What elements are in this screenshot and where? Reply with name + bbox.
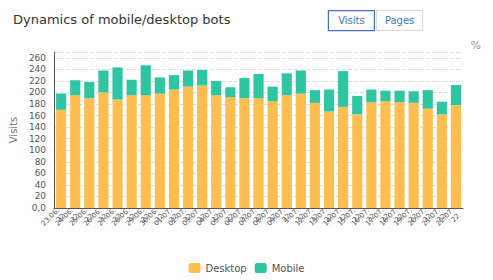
svg-text:120: 120 [29,134,46,144]
svg-text:24.06.: 24.06. [53,206,76,228]
svg-text:240: 240 [29,64,46,74]
svg-text:20.07.: 20.07. [406,206,428,228]
svg-text:23.06.: 23.06. [39,206,62,228]
svg-text:60: 60 [35,168,47,178]
svg-text:14.07.: 14.07. [321,206,344,228]
svg-text:27.06.: 27.06. [96,206,118,228]
svg-text:Dynamics of mobile/desktop bot: Dynamics of mobile/desktop bots [13,12,231,27]
svg-text:20: 20 [35,191,47,201]
svg-text:1.07.: 1.07. [282,206,301,225]
svg-text:17.07.: 17.07. [364,206,386,228]
svg-text:06.07.: 06.07. [223,206,245,228]
svg-text:Visits: Visits [338,15,365,26]
svg-text:21.07.: 21.07. [420,206,442,228]
svg-text:26.06.: 26.06. [82,206,104,228]
svg-text:Visits: Visits [8,117,19,144]
svg-text:13.07.: 13.07. [307,206,329,228]
svg-text:09.07.: 09.07. [265,206,287,228]
svg-text:200: 200 [29,87,46,97]
svg-text:25.06.: 25.06. [68,206,90,228]
svg-text:05.07.: 05.07. [209,206,231,228]
svg-text:01.07.: 01.07. [152,206,174,228]
svg-text:180: 180 [29,99,46,109]
svg-text:220: 220 [29,76,46,86]
svg-text:03.07.: 03.07. [180,206,203,228]
svg-text:19.07.: 19.07. [392,206,414,228]
svg-text:160: 160 [29,111,46,121]
svg-text:0,0: 0,0 [32,203,47,213]
svg-text:16.07.: 16.07. [350,206,372,228]
svg-text:100: 100 [29,145,46,155]
svg-text:02.07.: 02.07. [166,206,188,228]
svg-text:140: 140 [29,122,46,132]
svg-text:28.06.: 28.06. [110,206,132,228]
svg-text:22: 22 [450,212,462,224]
svg-text:22.07.: 22.07. [434,206,456,228]
svg-text:260: 260 [29,53,46,63]
svg-text:07.07.: 07.07. [237,206,259,228]
svg-text:04.07.: 04.07. [194,206,217,228]
svg-text:18.07.: 18.07. [378,206,400,228]
svg-text:Mobile: Mobile [272,263,305,274]
svg-text:15.07.: 15.07. [335,206,358,228]
svg-text:80: 80 [35,157,47,167]
svg-text:12.07.: 12.07. [293,206,315,228]
svg-text:29.06.: 29.06. [124,206,146,228]
svg-text:30.06.: 30.06. [138,206,160,228]
svg-text:08.07.: 08.07. [251,206,273,228]
svg-text:Pages: Pages [385,15,414,26]
svg-text:Desktop: Desktop [205,263,246,274]
svg-text:%: % [471,39,481,52]
svg-text:40: 40 [35,180,47,190]
